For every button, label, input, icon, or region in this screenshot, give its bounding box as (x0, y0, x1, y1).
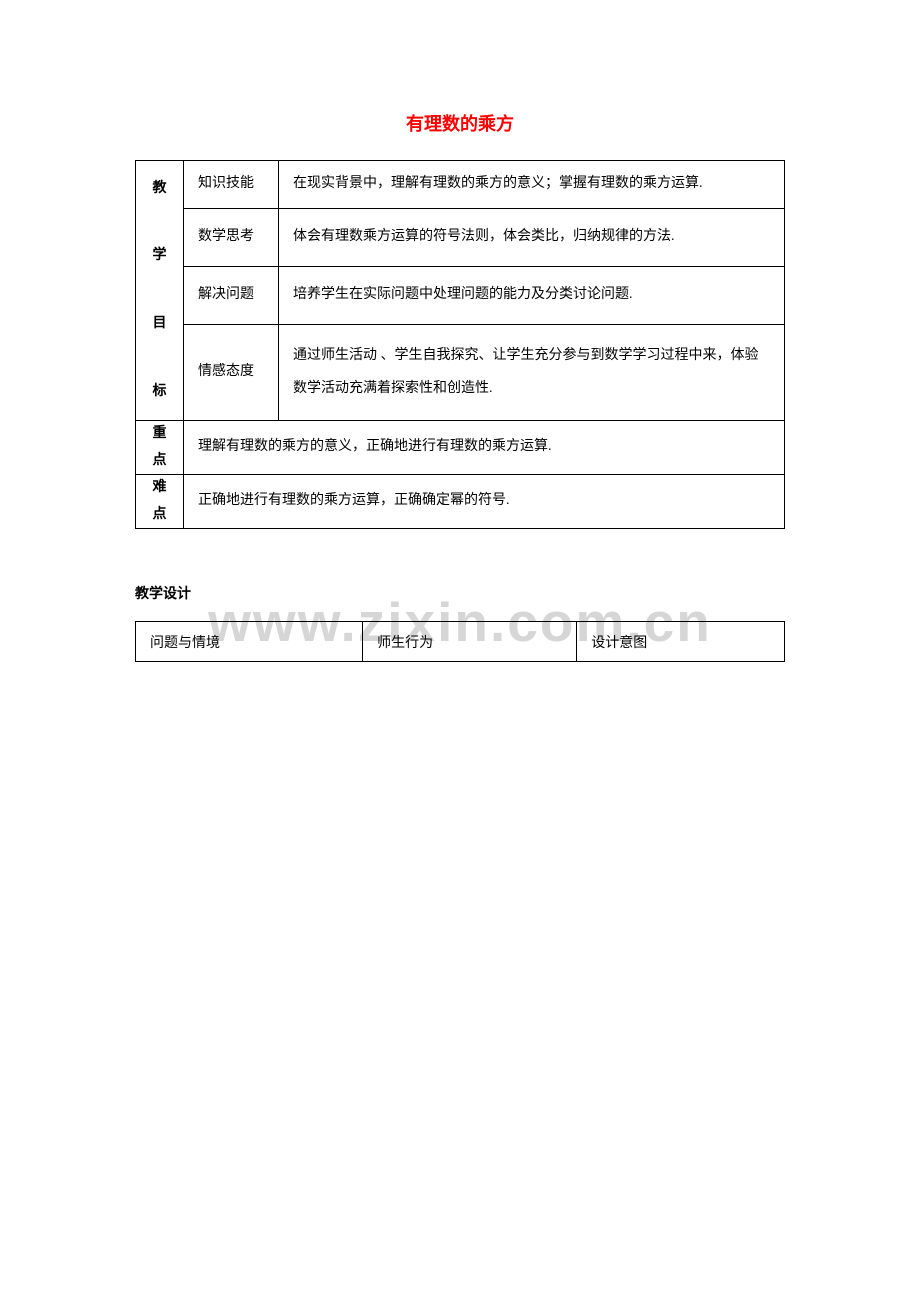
subcategory-label: 知识技能 (184, 161, 279, 209)
subcategory-label: 数学思考 (184, 209, 279, 267)
document-title: 有理数的乘方 (135, 110, 785, 136)
focus-content: 理解有理数的乘方的意义，正确地进行有理数的乘方运算. (184, 421, 785, 475)
table-row: 数学思考 体会有理数乘方运算的符号法则，体会类比，归纳规律的方法. (136, 209, 785, 267)
table-row: 情感态度 通过师生活动 、学生自我探究、让学生充分参与到数学学习过程中来，体验数… (136, 325, 785, 421)
subcategory-label: 情感态度 (184, 325, 279, 421)
design-table: 问题与情境 师生行为 设计意图 (135, 621, 785, 662)
label-char: 标 (153, 379, 167, 406)
table-row: 重点 理解有理数的乘方的意义，正确地进行有理数的乘方运算. (136, 421, 785, 475)
subcategory-label: 解决问题 (184, 267, 279, 325)
design-header-3: 设计意图 (577, 622, 785, 662)
cell-content: 在现实背景中，理解有理数的乘方的意义；掌握有理数的乘方运算. (279, 161, 785, 209)
cell-content: 培养学生在实际问题中处理问题的能力及分类讨论问题. (279, 267, 785, 325)
objectives-table: 教 学 目 标 知识技能 在现实背景中，理解有理数的乘方的意义；掌握有理数的乘方… (135, 160, 785, 529)
label-char: 学 (153, 243, 167, 270)
design-section-title: 教学设计 (135, 583, 785, 603)
cell-content: 体会有理数乘方运算的符号法则，体会类比，归纳规律的方法. (279, 209, 785, 267)
difficulty-label: 难点 (136, 475, 184, 529)
table-row: 解决问题 培养学生在实际问题中处理问题的能力及分类讨论问题. (136, 267, 785, 325)
design-header-2: 师生行为 (363, 622, 577, 662)
cell-content: 通过师生活动 、学生自我探究、让学生充分参与到数学学习过程中来，体验数学活动充满… (279, 325, 785, 421)
table-row: 难点 正确地进行有理数的乘方运算，正确确定幂的符号. (136, 475, 785, 529)
label-char: 目 (153, 311, 167, 338)
table-row: 教 学 目 标 知识技能 在现实背景中，理解有理数的乘方的意义；掌握有理数的乘方… (136, 161, 785, 209)
table-row: 问题与情境 师生行为 设计意图 (136, 622, 785, 662)
label-char: 教 (153, 176, 167, 203)
focus-label: 重点 (136, 421, 184, 475)
objectives-group-label: 教 学 目 标 (136, 161, 184, 421)
difficulty-content: 正确地进行有理数的乘方运算，正确确定幂的符号. (184, 475, 785, 529)
design-header-1: 问题与情境 (136, 622, 363, 662)
